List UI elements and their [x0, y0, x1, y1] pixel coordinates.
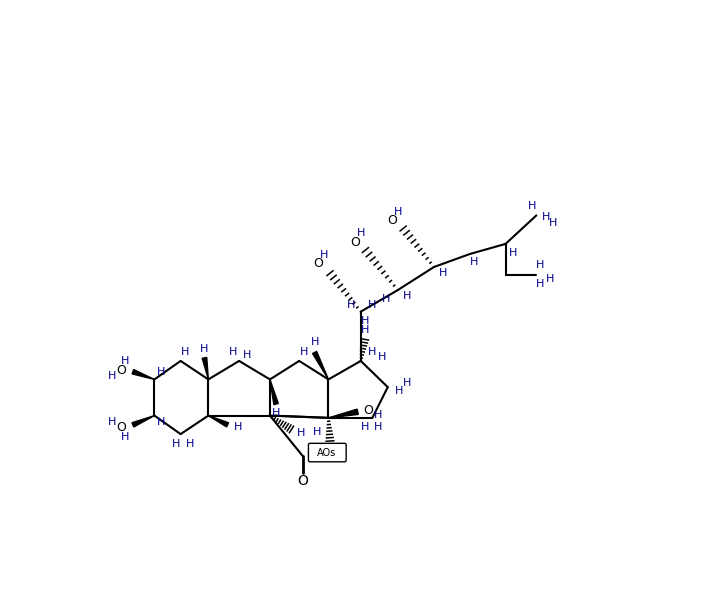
Text: H: H	[172, 439, 180, 449]
Text: H: H	[546, 274, 554, 283]
Polygon shape	[313, 351, 329, 379]
Text: H: H	[549, 218, 558, 228]
Polygon shape	[132, 416, 155, 427]
Text: H: H	[439, 268, 448, 278]
Text: H: H	[368, 300, 377, 311]
Text: H: H	[243, 350, 251, 360]
Text: H: H	[299, 347, 308, 357]
Text: H: H	[403, 378, 411, 389]
Text: H: H	[108, 416, 116, 427]
Text: H: H	[394, 207, 402, 216]
Text: H: H	[326, 445, 334, 455]
Text: H: H	[311, 337, 319, 347]
Text: H: H	[313, 427, 321, 437]
Text: H: H	[272, 409, 280, 418]
Text: H: H	[470, 257, 478, 267]
Text: O: O	[298, 474, 309, 488]
Polygon shape	[202, 358, 208, 379]
Text: H: H	[296, 427, 305, 438]
Text: O: O	[314, 257, 324, 271]
Text: H: H	[528, 201, 537, 211]
Text: AOs: AOs	[317, 447, 337, 458]
Text: H: H	[156, 416, 165, 427]
Text: H: H	[395, 386, 404, 396]
Polygon shape	[329, 409, 358, 418]
Text: H: H	[382, 294, 390, 305]
Text: H: H	[156, 367, 165, 377]
Text: H: H	[357, 228, 365, 238]
Text: H: H	[360, 316, 369, 326]
Text: H: H	[319, 250, 328, 260]
Polygon shape	[270, 379, 279, 404]
Text: H: H	[347, 300, 356, 311]
Text: H: H	[536, 279, 544, 289]
Text: H: H	[360, 325, 369, 335]
Text: H: H	[233, 422, 242, 432]
Text: O: O	[117, 421, 126, 434]
Text: H: H	[541, 212, 550, 222]
Text: O: O	[350, 236, 360, 249]
Text: H: H	[403, 291, 411, 301]
Text: H: H	[536, 260, 544, 271]
Text: H: H	[181, 347, 190, 357]
Text: H: H	[229, 347, 237, 357]
Text: O: O	[364, 404, 374, 416]
Text: H: H	[108, 370, 116, 381]
Text: O: O	[387, 214, 397, 227]
Text: H: H	[378, 352, 387, 362]
Text: H: H	[509, 248, 518, 258]
Text: H: H	[368, 347, 377, 357]
Text: H: H	[374, 410, 382, 420]
Polygon shape	[208, 416, 228, 427]
Polygon shape	[132, 370, 155, 379]
Text: H: H	[185, 439, 194, 449]
Text: H: H	[374, 422, 382, 432]
Text: H: H	[121, 356, 130, 366]
Text: H: H	[360, 422, 369, 432]
FancyBboxPatch shape	[309, 443, 346, 462]
Text: O: O	[117, 364, 126, 377]
Text: H: H	[121, 432, 130, 442]
Text: H: H	[200, 344, 208, 354]
